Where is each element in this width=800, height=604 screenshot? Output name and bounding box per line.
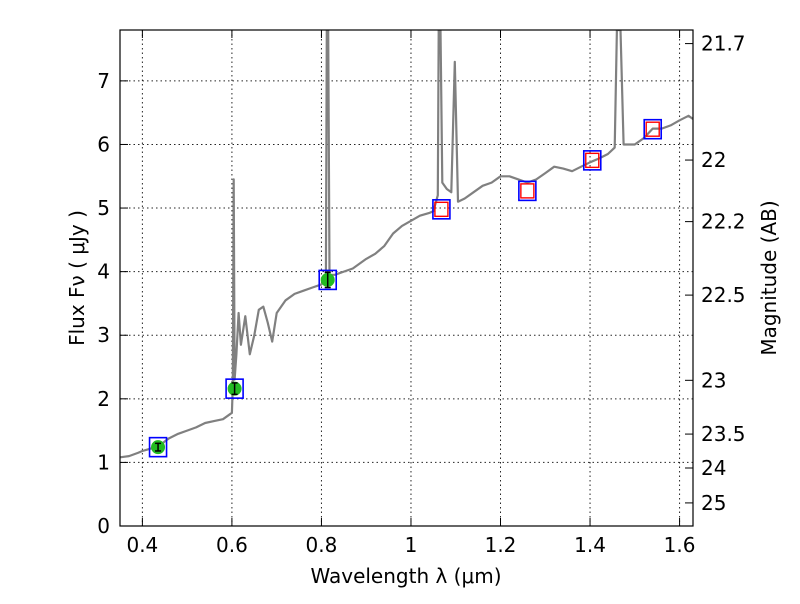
synthetic-photometry-box <box>225 378 244 399</box>
y-tick-label: 6 <box>97 132 110 156</box>
x-tick-label: 1.2 <box>485 533 517 557</box>
plot-background <box>120 30 693 526</box>
mag-tick-label: 22 <box>701 148 726 172</box>
x-tick-label: 0.4 <box>126 533 158 557</box>
y-tick-label: 4 <box>97 260 110 284</box>
x-tick-label: 1 <box>405 533 418 557</box>
y-tick-labels: 0 1 2 3 4 5 6 7 <box>97 69 110 538</box>
mag-tick-label: 25 <box>701 491 726 515</box>
x-tick-labels: 0.4 0.6 0.8 1 1.2 1.4 1.6 <box>126 533 695 557</box>
mag-tick-label: 22.5 <box>701 283 746 307</box>
photometry-layer <box>148 118 663 458</box>
synthetic-photometry-box <box>643 118 663 140</box>
plot-frame <box>119 29 694 527</box>
synthetic-photometry-box <box>582 150 602 171</box>
synthetic-photometry-box <box>518 180 537 202</box>
x-axis-label: Wavelength λ (μm) <box>310 564 501 588</box>
y-tick-label: 0 <box>97 514 110 538</box>
y-tick-label: 1 <box>97 450 110 474</box>
mag-tick-label: 23.5 <box>701 422 746 446</box>
synthetic-photometry-box <box>318 269 338 291</box>
synthetic-photometry-box <box>148 436 168 458</box>
y-tick-label: 5 <box>97 196 110 220</box>
y-tick-label: 7 <box>97 69 110 93</box>
mag-tick-label: 23 <box>701 368 726 392</box>
magnitude-tick-labels: 21.7 22 22.2 22.5 23 23.5 24 25 <box>701 32 746 515</box>
y-axis-label: Flux Fν ( μJy ) <box>65 210 89 346</box>
y-tick-label: 2 <box>97 387 110 411</box>
x-tick-label: 1.4 <box>574 533 606 557</box>
x-tick-label: 0.8 <box>306 533 338 557</box>
model-photometry-box <box>434 201 449 218</box>
mag-tick-label: 24 <box>701 456 726 480</box>
axis-ticks <box>120 30 693 527</box>
x-tick-label: 0.6 <box>216 533 248 557</box>
mag-tick-label: 22.2 <box>701 210 746 234</box>
mag-tick-label: 21.7 <box>701 32 746 56</box>
y2-axis-label: Magnitude (AB) <box>757 200 781 355</box>
model-photometry-box <box>645 121 660 137</box>
model-photometry-box <box>585 152 600 169</box>
x-tick-label: 1.6 <box>664 533 696 557</box>
y-tick-label: 3 <box>97 323 110 347</box>
model-photometry-box <box>520 183 535 199</box>
synthetic-photometry-box <box>432 199 451 220</box>
